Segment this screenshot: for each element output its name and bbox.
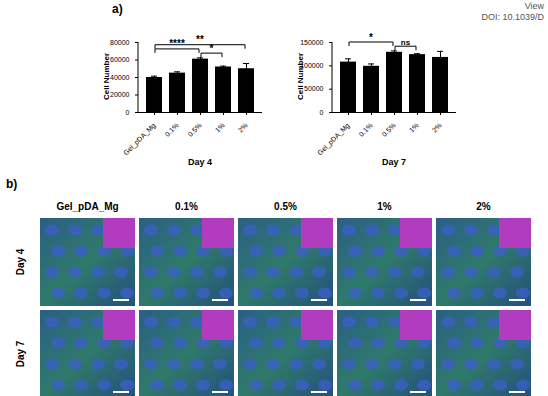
svg-text:40000: 40000 (110, 74, 130, 81)
html-text:DOI: 10.1039/D: DOI: 10.1039/D (481, 12, 544, 22)
svg-text:ns: ns (401, 38, 411, 47)
svg-text:b): b) (6, 177, 17, 191)
svg-text:150000: 150000 (300, 39, 323, 46)
svg-text:80000: 80000 (110, 39, 130, 46)
svg-text:60000: 60000 (110, 56, 130, 63)
html-text:Day 4: Day 4 (188, 157, 212, 167)
html-text:Cell Number: Cell Number (101, 52, 111, 101)
svg-text:1%: 1% (377, 201, 392, 212)
svg-text:0.5%: 0.5% (381, 122, 397, 138)
svg-text:0.1%: 0.1% (358, 122, 374, 138)
svg-text:0: 0 (320, 109, 324, 116)
svg-text:Day 7: Day 7 (15, 340, 26, 367)
svg-text:0.1%: 0.1% (164, 122, 180, 138)
svg-text:*: * (369, 32, 373, 43)
svg-text:0.5%: 0.5% (187, 122, 203, 138)
svg-text:50000: 50000 (304, 85, 324, 92)
svg-text:1%: 1% (408, 122, 420, 134)
svg-text:****: **** (169, 38, 185, 49)
html-text:Cell Number: Cell Number (295, 52, 305, 101)
svg-text:2%: 2% (237, 122, 249, 134)
html-text:Day 7: Day 7 (382, 157, 406, 167)
svg-text:Day 4: Day 4 (15, 248, 26, 275)
svg-text:2%: 2% (476, 201, 491, 212)
svg-text:0: 0 (126, 109, 130, 116)
svg-text:0.1%: 0.1% (175, 201, 198, 212)
svg-text:Gel_pDA_Mg: Gel_pDA_Mg (122, 122, 157, 157)
svg-text:Gel_pDA_Mg: Gel_pDA_Mg (56, 201, 118, 212)
svg-text:0.5%: 0.5% (274, 201, 297, 212)
html-text:a): a) (112, 2, 123, 16)
svg-text:Gel_pDA_Mg: Gel_pDA_Mg (316, 122, 351, 157)
svg-text:**: ** (196, 34, 204, 45)
svg-text:2%: 2% (431, 122, 443, 134)
svg-text:20000: 20000 (110, 91, 130, 98)
svg-text:1%: 1% (214, 122, 226, 134)
html-text:View: View (524, 1, 544, 11)
svg-text:100000: 100000 (300, 62, 324, 70)
